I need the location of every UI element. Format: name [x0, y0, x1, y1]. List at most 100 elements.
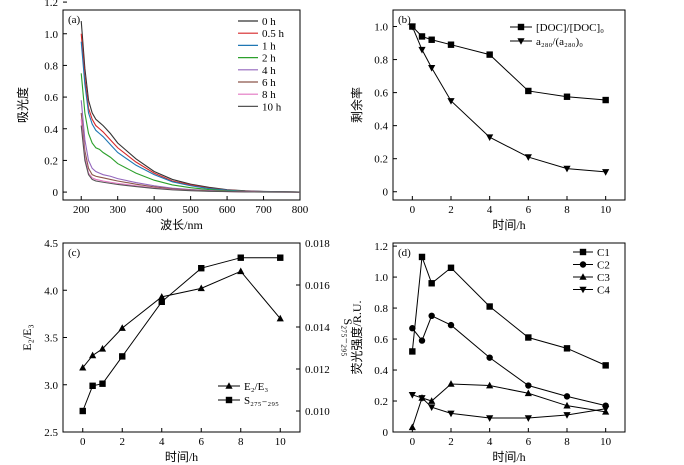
- y-tick-label: 4.5: [44, 238, 58, 250]
- series-line-4: [80, 100, 301, 193]
- data-point-3: [428, 404, 436, 412]
- x-tick-label: 800: [292, 204, 309, 216]
- data-point-0: [525, 87, 532, 95]
- data-point-2: [563, 401, 571, 409]
- y-tick-label: 0.4: [44, 124, 58, 136]
- y2-tick-label: 0.010: [305, 406, 330, 418]
- y2-tick-label: 0.016: [305, 280, 330, 292]
- data-point-3: [408, 392, 416, 399]
- y-axis-label: E₂/E₃: [20, 324, 34, 350]
- data-point-0: [447, 41, 455, 48]
- legend-marker: [579, 248, 587, 256]
- panel-label: (b): [398, 14, 411, 26]
- data-point-0: [98, 345, 107, 352]
- y-tick-label: 0.4: [374, 365, 388, 377]
- y-tick-label: 0: [53, 187, 59, 199]
- legend-label: 8 h: [262, 89, 276, 101]
- data-point-2: [486, 381, 494, 389]
- y-tick-label: 1.0: [44, 29, 58, 41]
- y-tick-label: 0.2: [44, 155, 58, 167]
- y-tick-label: 0.2: [374, 396, 388, 408]
- data-point-0: [525, 334, 532, 341]
- x-tick-label: 10: [600, 436, 612, 448]
- y-tick-label: 0.6: [44, 92, 58, 104]
- legend-marker: [517, 23, 525, 31]
- data-point-1: [99, 380, 106, 387]
- panel-label: (a): [68, 14, 81, 26]
- data-point-1: [119, 353, 126, 360]
- y-tick-label: 1.0: [374, 272, 388, 284]
- x-tick-label: 300: [109, 204, 126, 216]
- data-point-2: [524, 389, 532, 397]
- x-tick-label: 6: [526, 204, 532, 216]
- y-tick-label: 0.4: [374, 121, 388, 133]
- series-line-6: [80, 119, 301, 193]
- y-tick-label: 2.5: [44, 427, 58, 439]
- x-tick-label: 2: [120, 436, 126, 448]
- y-tick-label: 0.6: [374, 88, 388, 100]
- y-tick-label: 0: [383, 187, 389, 199]
- x-tick-label: 2: [448, 204, 454, 216]
- x-tick-label: 8: [564, 204, 570, 216]
- x-tick-label: 600: [219, 204, 236, 216]
- data-point-3: [418, 395, 426, 402]
- data-point-3: [524, 415, 532, 422]
- data-point-1: [158, 298, 165, 305]
- y2-tick-label: 0.014: [305, 322, 330, 334]
- legend-label: [DOC]/[DOC]₀: [536, 22, 604, 34]
- y-tick-label: 0: [383, 427, 389, 439]
- x-tick-label: 4: [487, 204, 493, 216]
- data-point-1: [602, 169, 610, 176]
- legend-label: 10 h: [262, 101, 282, 113]
- x-tick-label: 200: [73, 204, 90, 216]
- x-tick-label: 4: [159, 436, 165, 448]
- data-point-0: [486, 51, 493, 58]
- x-tick-label: 2: [448, 436, 454, 448]
- series-line-7: [80, 125, 300, 193]
- data-point-1: [198, 265, 205, 272]
- y-axis-label: 荧光强度/R.U.: [349, 300, 364, 374]
- y-tick-label: 1.2: [44, 0, 58, 9]
- legend-marker: [579, 286, 587, 294]
- legend-label: 0.5 h: [262, 28, 285, 40]
- x-tick-label: 10: [600, 204, 612, 216]
- data-point-1: [79, 407, 86, 415]
- legend-label: C4: [597, 285, 610, 297]
- panel-d: 0 2 4 6 8 10 0 0.2 0.4 0.6 0.8 1.0 1.2 时间/h 荧光强度/R.U. (…: [349, 241, 626, 464]
- data-point-0: [486, 303, 493, 310]
- legend-label: 2 h: [262, 53, 276, 65]
- y-tick-label: 0.6: [374, 334, 388, 346]
- data-point-0: [197, 284, 205, 292]
- data-point-1: [563, 393, 571, 400]
- data-point-1: [409, 325, 416, 332]
- y2-tick-label: 0.018: [305, 238, 330, 250]
- data-point-0: [428, 36, 435, 43]
- data-point-1: [237, 254, 244, 261]
- x-axis-label: 波长/nm: [160, 218, 203, 232]
- y-tick-label: 1.2: [374, 241, 388, 253]
- x-axis-label: 时间/h: [492, 450, 525, 464]
- x-tick-label: 0: [80, 436, 86, 448]
- y2-tick-label: 0.012: [305, 364, 330, 376]
- y-axis-label: 吸光度: [15, 87, 30, 123]
- x-tick-label: 10: [275, 436, 287, 448]
- y-axis-label: 剩余率: [349, 87, 364, 123]
- legend-label: 1 h: [262, 40, 276, 52]
- data-point-0: [79, 363, 87, 371]
- x-axis-label: 时间/h: [492, 218, 525, 232]
- legend-label: 4 h: [262, 65, 276, 77]
- plot-frame: [392, 9, 626, 201]
- legend-label: C1: [597, 247, 610, 259]
- y-tick-label: 0.8: [44, 60, 58, 72]
- x-tick-label: 0: [410, 204, 416, 216]
- x-tick-label: 6: [526, 436, 532, 448]
- panel-label: (c): [68, 247, 81, 259]
- data-point-0: [418, 33, 426, 40]
- data-point-1: [89, 382, 96, 389]
- data-point-0: [237, 267, 245, 275]
- data-point-1: [428, 65, 436, 72]
- x-tick-label: 6: [199, 436, 205, 448]
- legend-marker: [225, 382, 233, 389]
- series-line-2: [80, 41, 301, 193]
- series-line-3: [412, 394, 606, 419]
